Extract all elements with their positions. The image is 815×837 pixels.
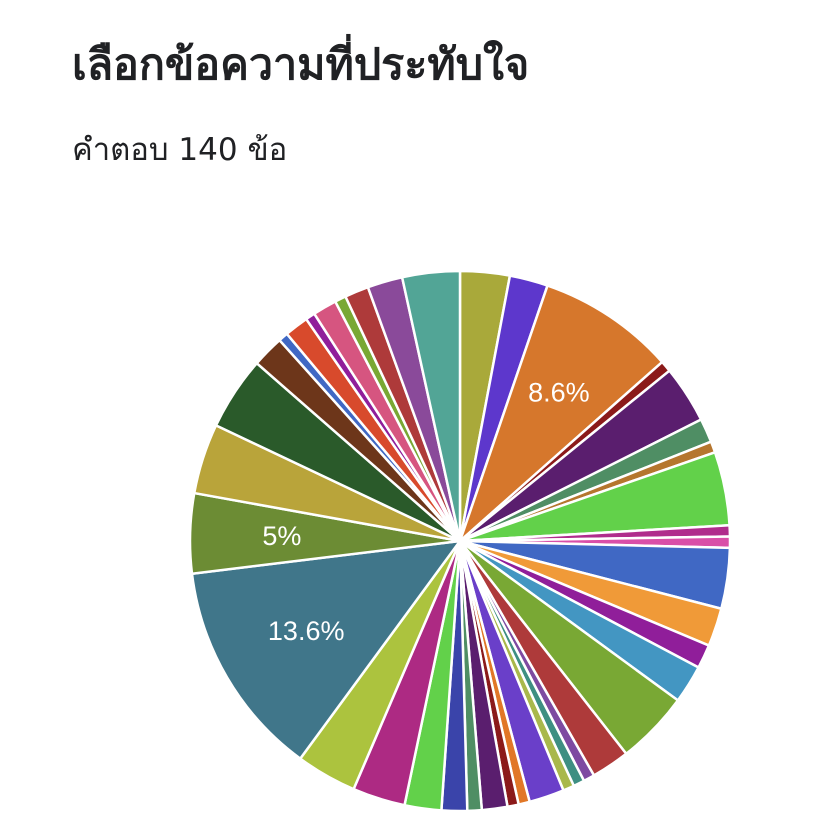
pie-slice (400, 269, 462, 543)
pie-slice (190, 539, 462, 760)
slice-label: 5% (262, 521, 301, 551)
response-count: คำตอบ 140 ข้อ (72, 132, 288, 168)
slice-label: 13.6% (268, 616, 345, 646)
form-question-title: เลือกข้อความที่ประทับใจ (72, 40, 530, 90)
slice-label: 8.6% (528, 378, 590, 408)
pie-slice (458, 284, 664, 543)
